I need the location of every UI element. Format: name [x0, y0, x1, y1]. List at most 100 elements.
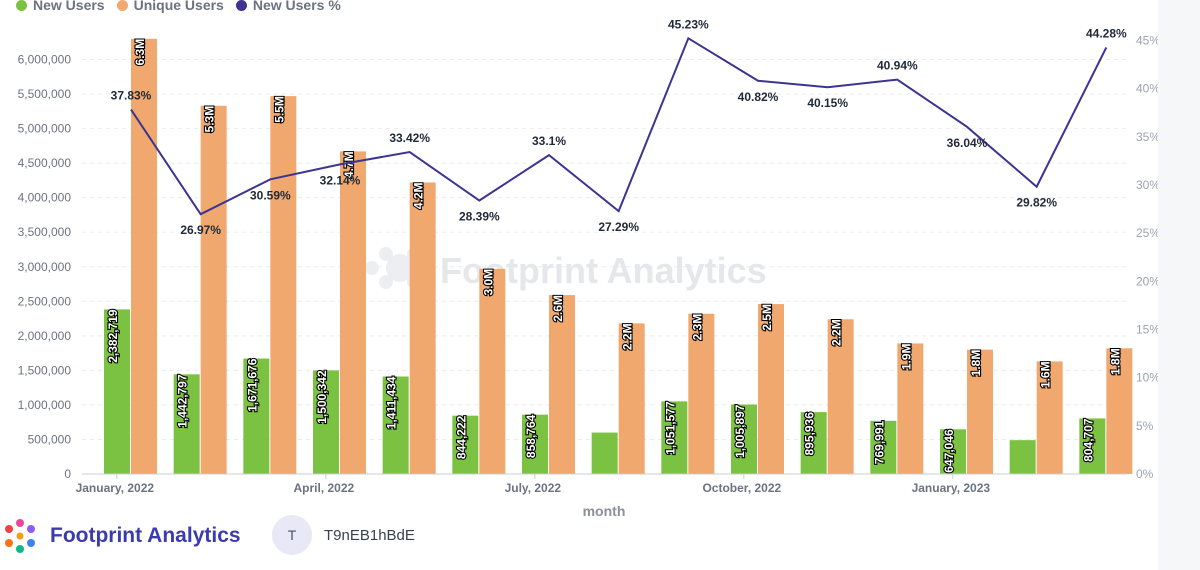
- y-left-tick-label: 5,500,000: [18, 87, 72, 101]
- bar-label-unique-users: 2.5M: [760, 304, 774, 331]
- bar-unique-users: [200, 105, 227, 475]
- bar-unique-users: [409, 182, 436, 475]
- bar-new-users: [173, 374, 200, 474]
- y-left-tick-label: 1,000,000: [18, 398, 72, 412]
- bar-label-unique-users: 5.5M: [272, 96, 286, 123]
- bar-unique-users: [827, 319, 854, 474]
- point-label-new-users-pct: 30.59%: [250, 188, 291, 202]
- user-badge[interactable]: T T9nEB1hBdE: [272, 515, 415, 555]
- bar-unique-users: [1036, 361, 1063, 474]
- bar-label-unique-users: 1.8M: [1108, 348, 1122, 375]
- point-label-new-users-pct: 28.39%: [459, 210, 500, 224]
- y-left-tick-label: 500,000: [28, 432, 72, 446]
- chart-legend: New Users Unique Users New Users %: [16, 0, 341, 13]
- y-left-tick-label: 3,000,000: [18, 260, 72, 274]
- footer-brand: Footprint Analytics: [50, 524, 241, 547]
- bar-label-new-users: 769,991: [872, 420, 886, 464]
- bar-label-unique-users: 1.8M: [969, 350, 983, 377]
- point-label-new-users-pct: 27.29%: [598, 220, 639, 234]
- bar-unique-users: [131, 38, 157, 475]
- bar-new-users: [800, 412, 827, 474]
- bar-unique-users: [967, 349, 993, 474]
- legend-item-new-users-pct[interactable]: New Users %: [235, 0, 341, 13]
- watermark-icon-dot: [379, 247, 393, 261]
- avatar: T: [272, 515, 312, 555]
- bar-label-new-users: 2,382,719: [106, 309, 120, 363]
- bar-label-new-users: 647,046: [942, 429, 956, 473]
- y-right-tick-label: 5%: [1136, 419, 1154, 433]
- bar-label-new-users: 1,051,577: [663, 401, 677, 455]
- footer-logo[interactable]: Footprint Analytics: [0, 516, 241, 556]
- bar-new-users: [731, 404, 757, 474]
- watermark-icon-dot: [386, 254, 414, 282]
- legend-swatch-new-users: [16, 0, 27, 11]
- bar-new-users: [104, 309, 130, 474]
- bar-label-new-users: 844,222: [454, 415, 468, 459]
- legend-label: New Users %: [252, 0, 341, 13]
- point-label-new-users-pct: 26.97%: [180, 223, 221, 237]
- x-tick-label: January, 2022: [76, 481, 155, 495]
- bar-new-users: [382, 376, 409, 474]
- x-tick-label: April, 2022: [293, 481, 354, 495]
- watermark-icon-dot: [365, 261, 379, 275]
- bar-label-unique-users: 4.2M: [412, 182, 426, 209]
- legend-label: Unique Users: [133, 0, 224, 13]
- bar-new-users: [661, 401, 688, 474]
- point-label-new-users-pct: 40.15%: [807, 96, 848, 110]
- bar-label-new-users: 1,671,676: [245, 358, 259, 412]
- bar-label-unique-users: 5.3M: [203, 106, 217, 133]
- bar-new-users: [940, 429, 966, 474]
- right-panel-strip: [1158, 0, 1200, 570]
- point-label-new-users-pct: 33.42%: [389, 131, 430, 145]
- bar-unique-users: [1106, 348, 1133, 474]
- bar-label-unique-users: 2.2M: [621, 323, 635, 350]
- bar-label-new-users: 1,500,342: [315, 370, 329, 424]
- x-tick-label: October, 2022: [702, 481, 781, 495]
- bar-label-unique-users: 1.6M: [1039, 361, 1053, 388]
- y-left-tick-label: 2,000,000: [18, 329, 72, 343]
- bar-unique-users: [270, 96, 297, 474]
- y-left-tick-label: 3,500,000: [18, 225, 72, 239]
- y-left-tick-label: 0: [64, 467, 71, 481]
- point-label-new-users-pct: 45.23%: [668, 17, 709, 31]
- point-label-new-users-pct: 37.83%: [111, 89, 152, 103]
- line-new-users-pct: [130, 36, 1108, 216]
- y-left-tick-label: 1,500,000: [18, 363, 72, 377]
- point-label-new-users-pct: 33.1%: [532, 134, 566, 148]
- y-left-tick-label: 2,500,000: [18, 294, 72, 308]
- y-right-tick-label: 40%: [1136, 82, 1158, 96]
- y-right-tick-label: 15%: [1136, 323, 1158, 337]
- point-label-new-users-pct: 44.28%: [1086, 26, 1127, 40]
- y-right-tick-label: 25%: [1136, 226, 1158, 240]
- x-tick-label: July, 2022: [505, 481, 562, 495]
- legend-item-unique-users[interactable]: Unique Users: [116, 0, 224, 13]
- bar-unique-users: [618, 323, 645, 474]
- bar-label-new-users: 858,764: [524, 414, 538, 458]
- legend-label: New Users: [33, 0, 105, 13]
- chart-canvas: Footprint Analytics 2,382,7196.3M1,442,7…: [18, 17, 1158, 520]
- y-left-tick-label: 4,500,000: [18, 156, 72, 170]
- user-name: T9nEB1hBdE: [324, 526, 415, 544]
- y-right-tick-label: 30%: [1136, 178, 1158, 192]
- legend-item-new-users[interactable]: New Users: [16, 0, 105, 13]
- bar-label-new-users: 1,005,897: [733, 404, 747, 458]
- y-left-tick-label: 4,000,000: [18, 191, 72, 205]
- bar-label-unique-users: 6.3M: [133, 39, 147, 66]
- y-right-tick-label: 0%: [1136, 467, 1154, 481]
- bar-unique-users: [549, 295, 575, 474]
- bar-label-unique-users: 2.3M: [690, 314, 704, 341]
- bar-new-users: [870, 420, 897, 474]
- bar-unique-users: [688, 313, 715, 474]
- bar-unique-users: [479, 268, 506, 474]
- y-left-tick-label: 6,000,000: [18, 53, 72, 67]
- y-right-tick-label: 35%: [1136, 130, 1158, 144]
- bar-label-unique-users: 4.7M: [342, 151, 356, 178]
- bar-label-unique-users: 2.2M: [830, 319, 844, 346]
- bar-new-users: [1009, 440, 1036, 474]
- axes-layer: 0 500,000 1,000,000 1,500,000 2,000,000 2,500…: [18, 34, 1158, 520]
- legend-swatch-new-users-pct: [235, 0, 247, 11]
- bar-new-users: [243, 358, 270, 474]
- bar-label-unique-users: 2.6M: [551, 295, 565, 322]
- x-axis-title: month: [583, 503, 626, 519]
- point-label-new-users-pct: 29.82%: [1016, 196, 1057, 210]
